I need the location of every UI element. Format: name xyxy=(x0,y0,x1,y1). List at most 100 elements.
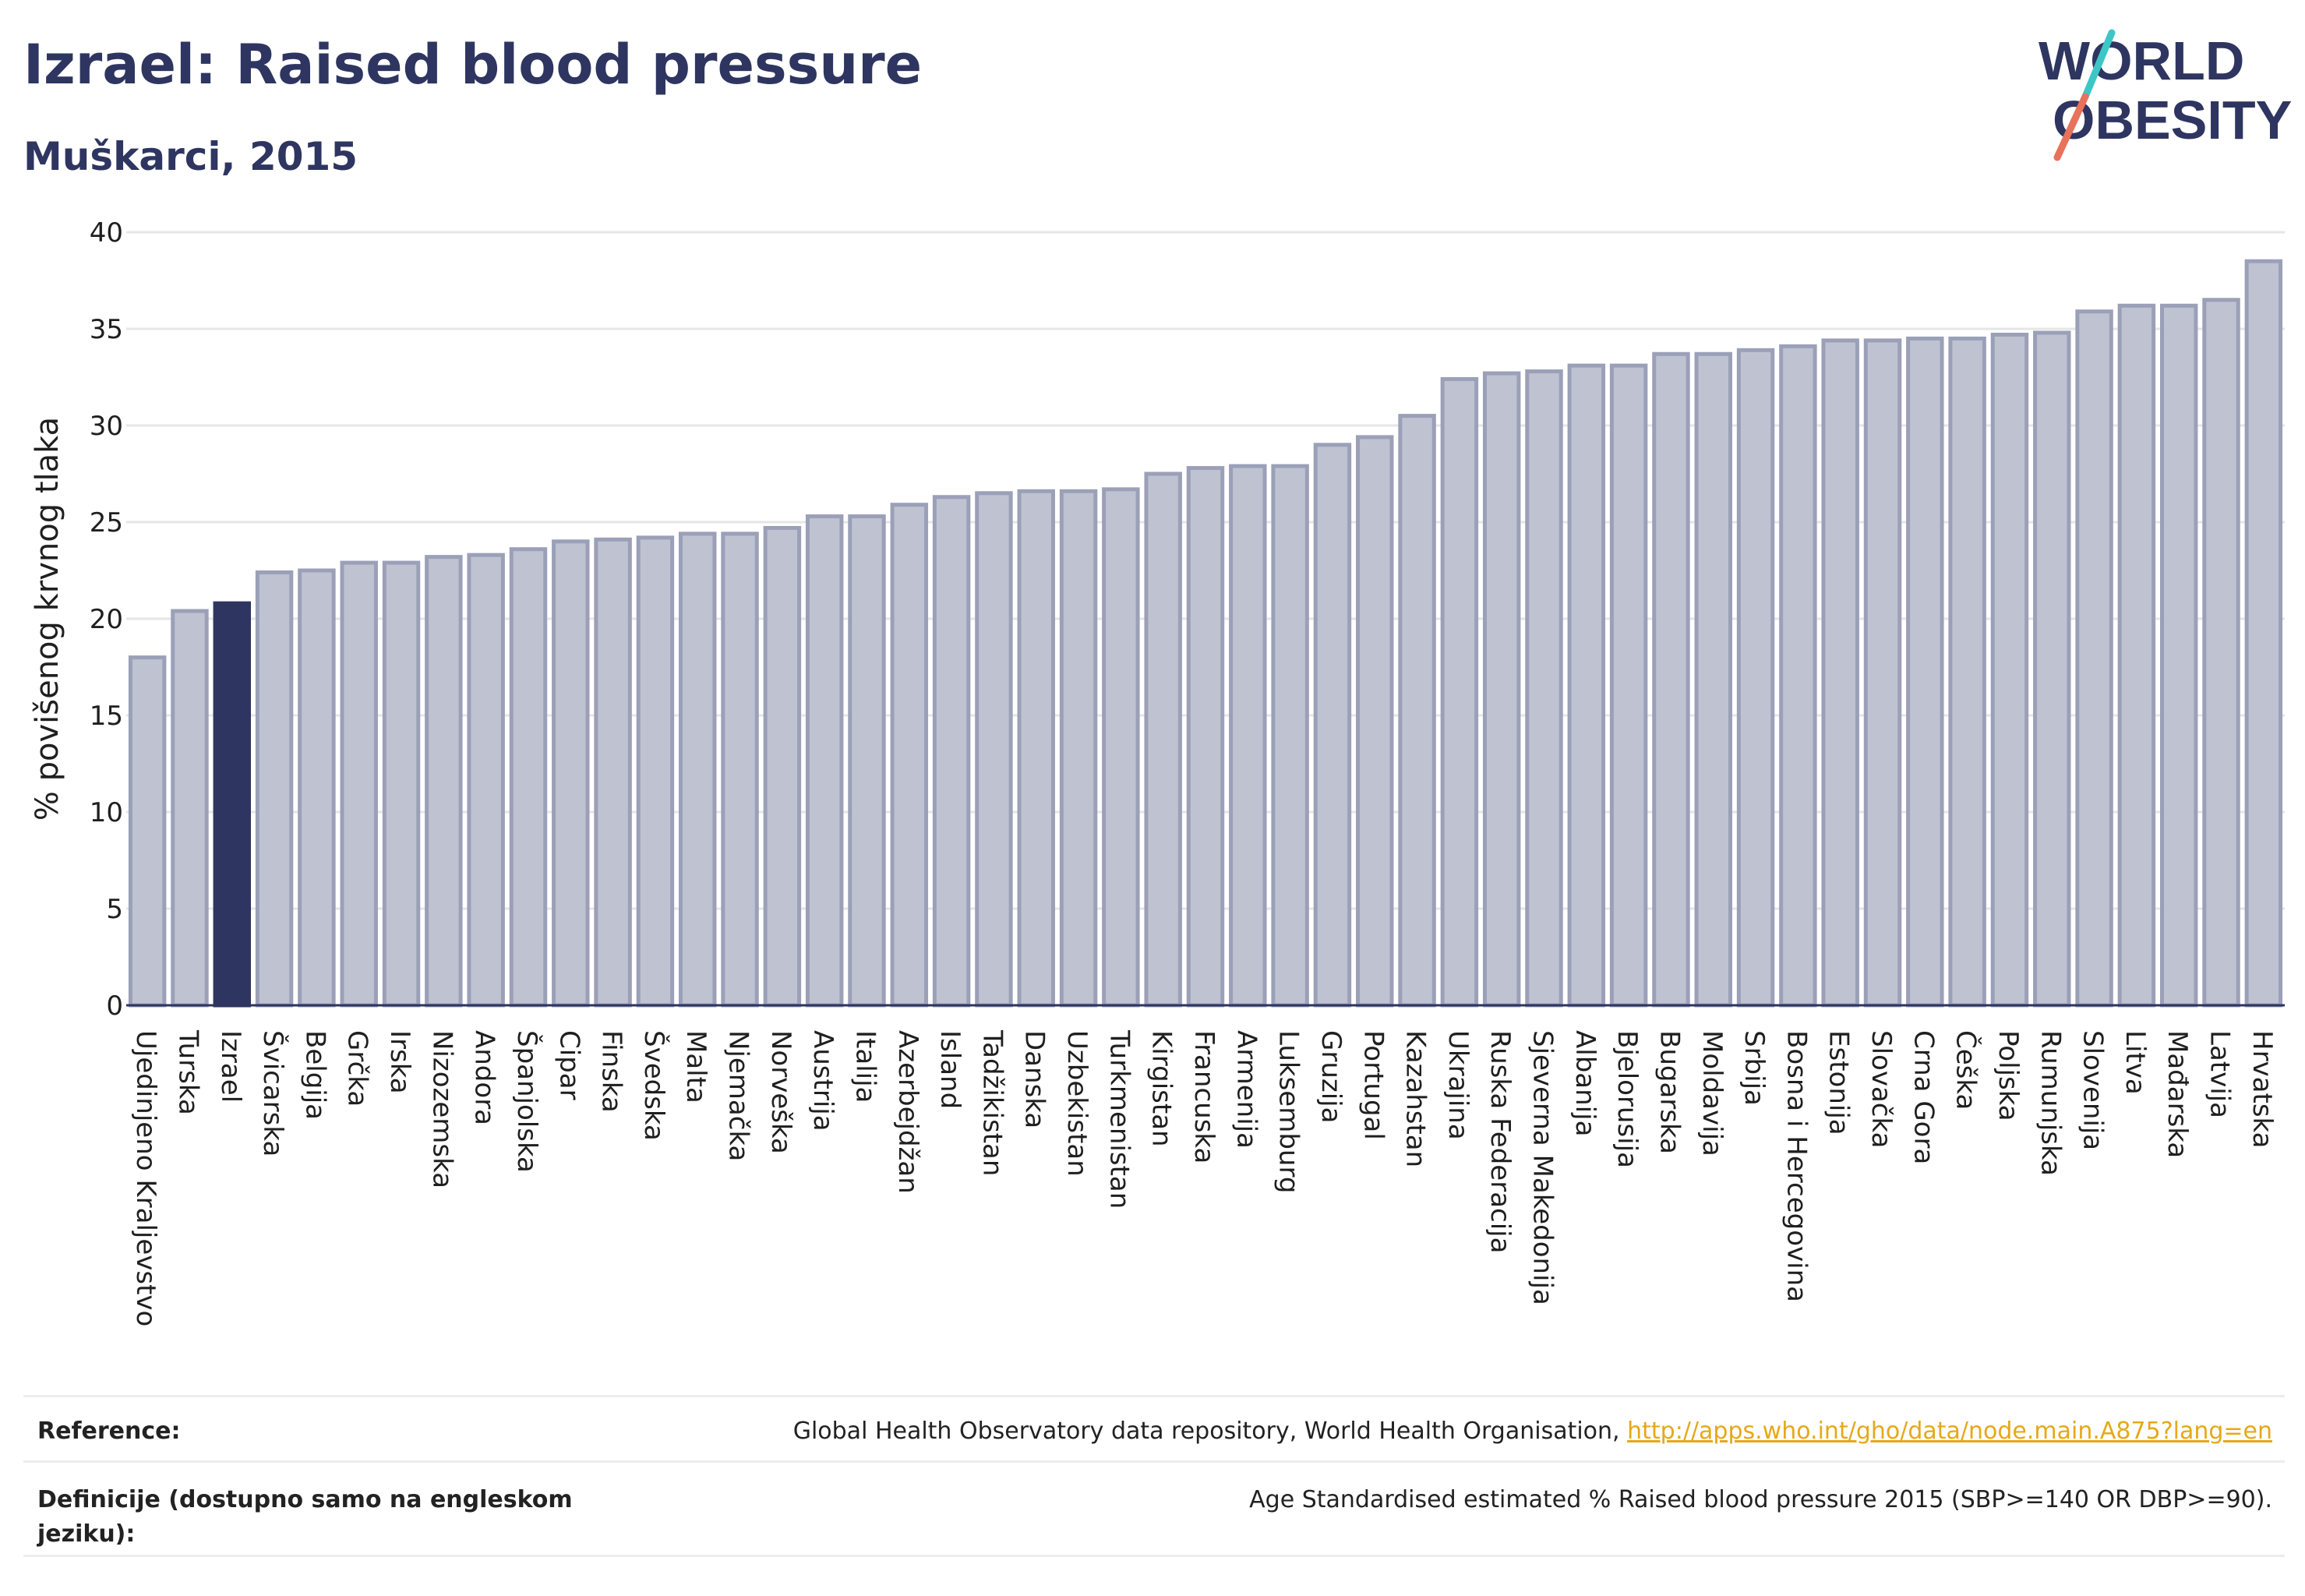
x-tick-label: Rumunjska xyxy=(2035,1030,2066,1176)
x-tick-label: Finska xyxy=(596,1030,627,1113)
bar-island[interactable] xyxy=(932,495,971,1008)
bar-češka[interactable] xyxy=(1948,336,1986,1008)
x-tick-label: Luksemburg xyxy=(1273,1030,1304,1193)
bar-kazahstan[interactable] xyxy=(1398,414,1436,1008)
y-axis-ticks: 0 5 10 15 20 25 30 35 40 xyxy=(90,217,123,1022)
x-tick-label: Latvija xyxy=(2204,1030,2236,1118)
bar-armenija[interactable] xyxy=(1229,464,1267,1008)
x-tick-label: Mađarska xyxy=(2162,1030,2193,1158)
bar-rumunjska[interactable] xyxy=(2033,330,2071,1008)
bar-bugarska[interactable] xyxy=(1652,351,1690,1008)
bar-albanija[interactable] xyxy=(1567,363,1606,1008)
bar-hrvatska[interactable] xyxy=(2244,259,2283,1008)
x-tick-label: Andora xyxy=(469,1030,500,1125)
x-tick-label: Azerbejdžan xyxy=(892,1030,923,1194)
reference-value: Global Health Observatory data repositor… xyxy=(793,1418,2272,1445)
y-tick-label: 10 xyxy=(90,797,123,828)
bar-turkmenistan[interactable] xyxy=(1102,487,1140,1008)
x-tick-label: Švedska xyxy=(638,1030,670,1141)
reference-link[interactable]: http://apps.who.int/gho/data/node.main.A… xyxy=(1627,1418,2272,1445)
bar-srbija[interactable] xyxy=(1736,348,1775,1008)
bar-bosna-i-hercegovina[interactable] xyxy=(1779,344,1817,1008)
x-tick-label: Bosna i Hercegovina xyxy=(1781,1030,1812,1302)
y-tick-label: 40 xyxy=(90,217,123,249)
x-tick-label: Kirgistan xyxy=(1146,1030,1177,1147)
bar-malta[interactable] xyxy=(679,531,717,1008)
bar-latvija[interactable] xyxy=(2202,298,2240,1008)
bar-azerbejdžan[interactable] xyxy=(890,503,929,1008)
x-tick-label: Cipar xyxy=(553,1030,584,1100)
definition-text: Age Standardised estimated % Raised bloo… xyxy=(1249,1486,2272,1513)
bar-kirgistan[interactable] xyxy=(1144,471,1182,1008)
x-tick-label: Crna Gora xyxy=(1908,1030,1939,1164)
x-tick-label: Bugarska xyxy=(1654,1030,1685,1154)
x-tick-label: Albanija xyxy=(1569,1030,1601,1136)
bar-tadžikistan[interactable] xyxy=(975,491,1013,1008)
x-tick-label: Turkmenistan xyxy=(1103,1029,1135,1209)
bar-španjolska[interactable] xyxy=(509,547,548,1008)
bar-portugal[interactable] xyxy=(1356,435,1394,1008)
x-tick-label: Belgija xyxy=(299,1030,330,1120)
x-tick-label: Irska xyxy=(384,1030,415,1094)
bar-danska[interactable] xyxy=(1017,489,1055,1008)
bar-litva[interactable] xyxy=(2117,303,2156,1008)
bar-bjelorusija[interactable] xyxy=(1609,363,1648,1008)
x-tick-label: Češka xyxy=(1950,1030,1982,1110)
x-tick-label: Srbija xyxy=(1738,1030,1770,1106)
y-tick-label: 5 xyxy=(106,894,123,925)
y-tick-label: 25 xyxy=(90,507,123,538)
bar-estonija[interactable] xyxy=(1821,338,1859,1008)
reference-label: Reference: xyxy=(37,1418,181,1445)
logo-slash-teal xyxy=(2081,29,2116,101)
bar-švedska[interactable] xyxy=(636,535,675,1008)
x-tick-label: Bjelorusija xyxy=(1611,1030,1643,1168)
x-tick-label: Ujedinjeno Kraljevstvo xyxy=(130,1030,161,1326)
bar-ruska-federacija[interactable] xyxy=(1482,371,1521,1008)
x-tick-label: Sjeverna Makedonija xyxy=(1527,1030,1558,1305)
y-tick-label: 35 xyxy=(90,314,123,345)
x-tick-label: Izrael xyxy=(215,1030,246,1103)
bar-francuska[interactable] xyxy=(1186,466,1225,1008)
bar-turska[interactable] xyxy=(171,609,209,1008)
bar-crna-gora[interactable] xyxy=(1906,336,1944,1008)
bar-austrija[interactable] xyxy=(805,514,844,1008)
bar-cipar[interactable] xyxy=(552,539,590,1008)
x-tick-label: Gruzija xyxy=(1315,1030,1347,1123)
bar-poljska[interactable] xyxy=(1990,332,2029,1008)
bar-izrael[interactable] xyxy=(213,601,252,1008)
bar-nizozemska[interactable] xyxy=(425,555,463,1008)
bar-uzbekistan[interactable] xyxy=(1059,489,1098,1008)
x-tick-label: Ruska Federacija xyxy=(1484,1030,1516,1253)
bar-moldavija[interactable] xyxy=(1694,351,1732,1008)
bar-finska[interactable] xyxy=(594,537,632,1008)
bar-mađarska[interactable] xyxy=(2159,303,2198,1008)
bar-norveška[interactable] xyxy=(763,525,802,1008)
bar-andora[interactable] xyxy=(467,553,505,1008)
bar-ukrajina[interactable] xyxy=(1440,376,1479,1008)
bar-gruzija[interactable] xyxy=(1313,443,1352,1008)
logo-slash-coral xyxy=(2053,93,2089,161)
x-tick-label: Portugal xyxy=(1357,1030,1389,1140)
bar-ujedinjeno-kraljevstvo[interactable] xyxy=(128,655,167,1008)
x-tick-label: Nizozemska xyxy=(426,1030,457,1188)
y-tick-label: 20 xyxy=(90,604,123,635)
x-tick-label: Litva xyxy=(2120,1030,2151,1095)
bar-sjeverna-makedonija[interactable] xyxy=(1525,369,1563,1008)
bar-švicarska[interactable] xyxy=(255,570,294,1008)
x-tick-label: Poljska xyxy=(1993,1030,2024,1121)
x-tick-label: Tadžikistan xyxy=(976,1029,1008,1176)
bar-luksemburg[interactable] xyxy=(1271,464,1309,1008)
x-tick-label: Hrvatska xyxy=(2247,1030,2278,1148)
logo-line-2: OBESITY xyxy=(2053,90,2291,150)
bar-italija[interactable] xyxy=(848,514,886,1008)
bar-njemačka[interactable] xyxy=(721,531,759,1008)
bar-irska[interactable] xyxy=(382,560,421,1008)
definition-row: Definicije (dostupno samo na engleskom j… xyxy=(23,1460,2285,1557)
bar-grčka[interactable] xyxy=(340,560,378,1008)
bar-slovačka[interactable] xyxy=(1863,338,1902,1008)
x-tick-label: Slovačka xyxy=(1866,1030,1897,1148)
reference-text: Global Health Observatory data repositor… xyxy=(792,1418,1620,1445)
bar-belgija[interactable] xyxy=(298,568,336,1008)
bar-slovenija[interactable] xyxy=(2075,309,2113,1008)
x-tick-label: Malta xyxy=(680,1030,711,1103)
